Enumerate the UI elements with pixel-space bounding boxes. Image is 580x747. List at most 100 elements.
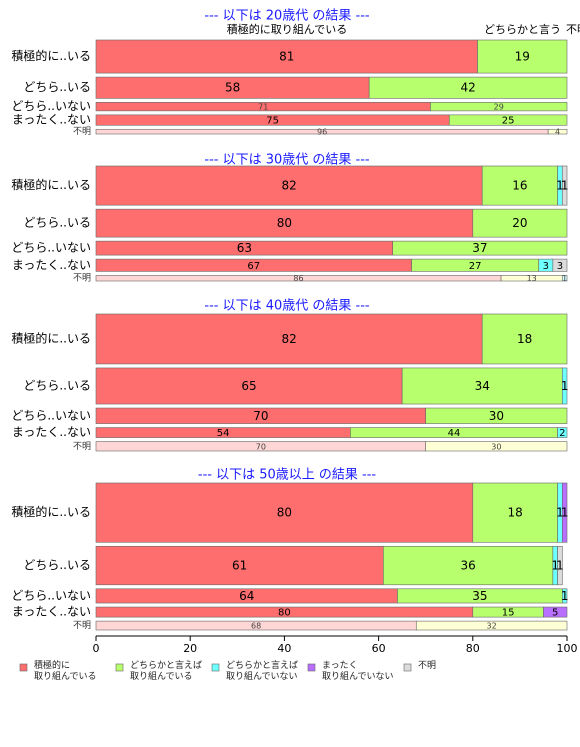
data-label: 25 <box>502 116 515 127</box>
bar-segment <box>425 407 568 424</box>
x-tick-label: 80 <box>466 642 480 655</box>
data-label: 29 <box>494 103 504 112</box>
row-label: どちら..いる <box>23 80 91 94</box>
bar-segment <box>95 39 478 74</box>
bar-segment <box>95 165 483 206</box>
data-label: 1 <box>561 379 569 393</box>
data-label: 30 <box>491 442 501 451</box>
data-label: 30 <box>489 409 504 423</box>
bar-segment <box>448 114 568 126</box>
column-label-3: 不明 <box>566 23 580 36</box>
data-label: 1 <box>561 589 569 603</box>
data-label: 1 <box>551 559 559 573</box>
data-label: 18 <box>517 332 532 346</box>
data-label: 27 <box>469 261 482 272</box>
data-label: 63 <box>237 241 252 255</box>
data-label: 20 <box>512 216 527 230</box>
data-label: 54 <box>217 428 230 439</box>
data-label: 44 <box>448 428 461 439</box>
row-label: どちら..いる <box>23 378 91 392</box>
x-tick-label: 40 <box>277 642 291 655</box>
row-label: まったく..ない <box>12 258 91 272</box>
data-label: 96 <box>317 128 327 137</box>
data-label: 61 <box>232 559 247 573</box>
row-label: 積極的に..いる <box>11 330 91 345</box>
data-label: 71 <box>258 103 268 112</box>
bar-segment <box>477 39 568 74</box>
data-label: 1 <box>556 506 564 520</box>
data-label: 80 <box>278 608 291 619</box>
data-label: 81 <box>279 50 294 64</box>
data-label: 3 <box>543 261 549 272</box>
bar-segment <box>415 620 568 631</box>
data-label: 75 <box>266 116 279 127</box>
bar-segment <box>561 588 568 604</box>
row-label: まったく..ない <box>12 425 91 439</box>
legend-entry: まったく取り組んでいない <box>322 660 394 682</box>
bar-segment <box>481 313 568 365</box>
legend-swatch <box>115 663 124 672</box>
row-label: 積極的に..いる <box>11 504 91 519</box>
legend-swatch <box>307 663 316 672</box>
bar-segment <box>481 165 558 206</box>
row-label: まったく..ない <box>12 605 91 619</box>
panel-title: --- 以下は 40歳代 の結果 --- <box>204 299 370 314</box>
data-label: 67 <box>247 261 260 272</box>
data-label: 1 <box>561 179 569 193</box>
x-tick-label: 60 <box>372 642 386 655</box>
data-label: 37 <box>472 241 487 255</box>
data-label: 80 <box>277 216 292 230</box>
x-tick-label: 100 <box>557 642 578 655</box>
bar-segment <box>430 102 568 112</box>
bar-segment <box>557 427 568 438</box>
data-label: 82 <box>281 179 296 193</box>
row-label: どちら..いない <box>11 588 91 602</box>
row-label: どちら..いない <box>11 408 91 422</box>
bar-segment <box>561 367 568 405</box>
bar-segment <box>95 313 483 365</box>
row-label: どちら..いない <box>11 241 91 255</box>
legend-entry: どちらかと言えば取り組んでいない <box>226 659 298 682</box>
row-label: どちら..いる <box>23 558 91 572</box>
data-label: 15 <box>502 608 515 619</box>
row-label: 積極的に..いる <box>11 48 91 63</box>
data-label: 18 <box>508 506 523 520</box>
data-label: 1 <box>562 274 567 283</box>
legend-swatch <box>211 663 220 672</box>
data-label: 1 <box>556 559 564 573</box>
bar-segment <box>472 482 558 543</box>
bar-segment <box>561 165 568 206</box>
data-label: 4 <box>555 128 560 137</box>
data-label: 65 <box>241 379 256 393</box>
column-label-2: どちらかと言う <box>484 23 561 36</box>
data-label: 86 <box>293 274 303 283</box>
bar-segment <box>561 482 568 543</box>
row-label: 積極的に..いる <box>11 177 91 192</box>
data-label: 19 <box>515 50 530 64</box>
row-label: 不明 <box>73 273 91 284</box>
bar-segment <box>552 258 568 272</box>
row-label: どちら..いる <box>23 216 91 230</box>
legend-swatch <box>403 663 412 672</box>
bar-segment <box>543 606 568 618</box>
bar-segment <box>472 208 568 238</box>
row-label: どちら..いない <box>11 99 91 113</box>
x-tick-label: 20 <box>183 642 197 655</box>
data-label: 13 <box>527 274 537 283</box>
data-label: 1 <box>556 179 564 193</box>
data-label: 32 <box>487 622 497 631</box>
data-label: 68 <box>251 622 261 631</box>
bar-segment <box>425 441 568 452</box>
x-tick-label: 0 <box>93 642 100 655</box>
bar-segment <box>95 367 403 405</box>
row-label: 不明 <box>73 441 91 452</box>
bar-segment <box>401 367 563 405</box>
row-label: まったく..ない <box>12 113 91 127</box>
bar-segment <box>392 240 568 256</box>
data-label: 2 <box>559 428 565 439</box>
data-label: 3 <box>557 261 563 272</box>
legend-entry: どちらかと言えば取り組んでいる <box>130 659 202 682</box>
row-label: 不明 <box>73 620 91 631</box>
data-label: 35 <box>472 589 487 603</box>
